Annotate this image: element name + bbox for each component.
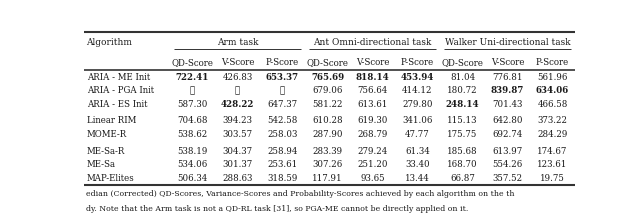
Text: 581.22: 581.22 bbox=[312, 100, 342, 109]
Text: 561.96: 561.96 bbox=[538, 73, 568, 82]
Text: 301.37: 301.37 bbox=[222, 160, 253, 169]
Text: 466.58: 466.58 bbox=[538, 100, 568, 109]
Text: 268.79: 268.79 bbox=[357, 130, 388, 139]
Text: 506.34: 506.34 bbox=[177, 174, 207, 183]
Text: 453.94: 453.94 bbox=[401, 73, 434, 82]
Text: 679.06: 679.06 bbox=[312, 86, 342, 95]
Text: 66.87: 66.87 bbox=[450, 174, 475, 183]
Text: 619.30: 619.30 bbox=[357, 116, 388, 125]
Text: 756.64: 756.64 bbox=[357, 86, 388, 95]
Text: 251.20: 251.20 bbox=[357, 160, 388, 169]
Text: 304.37: 304.37 bbox=[222, 147, 253, 156]
Text: 284.29: 284.29 bbox=[538, 130, 568, 139]
Text: 287.90: 287.90 bbox=[312, 130, 342, 139]
Text: 283.39: 283.39 bbox=[312, 147, 342, 156]
Text: 258.94: 258.94 bbox=[268, 147, 298, 156]
Text: 115.13: 115.13 bbox=[447, 116, 477, 125]
Text: Ant Omni-directional task: Ant Omni-directional task bbox=[313, 38, 431, 48]
Text: 642.80: 642.80 bbox=[492, 116, 523, 125]
Text: 613.97: 613.97 bbox=[492, 147, 523, 156]
Text: ✗: ✗ bbox=[190, 86, 195, 95]
Text: 818.14: 818.14 bbox=[356, 73, 389, 82]
Text: 554.26: 554.26 bbox=[492, 160, 523, 169]
Text: 279.80: 279.80 bbox=[402, 100, 433, 109]
Text: 123.61: 123.61 bbox=[538, 160, 568, 169]
Text: 175.75: 175.75 bbox=[447, 130, 477, 139]
Text: 373.22: 373.22 bbox=[538, 116, 568, 125]
Text: 303.57: 303.57 bbox=[222, 130, 253, 139]
Text: 258.03: 258.03 bbox=[268, 130, 298, 139]
Text: 288.63: 288.63 bbox=[222, 174, 253, 183]
Text: P-Score: P-Score bbox=[266, 58, 299, 67]
Text: Linear RIM: Linear RIM bbox=[87, 116, 136, 125]
Text: ME-Sa: ME-Sa bbox=[87, 160, 116, 169]
Text: dy. Note that the Arm task is not a QD-RL task [31], so PGA-ME cannot be directl: dy. Note that the Arm task is not a QD-R… bbox=[86, 205, 468, 213]
Text: 426.83: 426.83 bbox=[222, 73, 253, 82]
Text: 776.81: 776.81 bbox=[492, 73, 523, 82]
Text: 428.22: 428.22 bbox=[221, 100, 254, 109]
Text: 701.43: 701.43 bbox=[492, 100, 523, 109]
Text: 414.12: 414.12 bbox=[402, 86, 433, 95]
Text: 613.61: 613.61 bbox=[357, 100, 388, 109]
Text: ✗: ✗ bbox=[235, 86, 240, 95]
Text: Algorithm: Algorithm bbox=[86, 38, 132, 48]
Text: P-Score: P-Score bbox=[401, 58, 434, 67]
Text: 168.70: 168.70 bbox=[447, 160, 478, 169]
Text: ARIA - ME Init: ARIA - ME Init bbox=[87, 73, 150, 82]
Text: 185.68: 185.68 bbox=[447, 147, 478, 156]
Text: 81.04: 81.04 bbox=[450, 73, 475, 82]
Text: ME-Sa-R: ME-Sa-R bbox=[87, 147, 125, 156]
Text: 13.44: 13.44 bbox=[405, 174, 430, 183]
Text: 253.61: 253.61 bbox=[268, 160, 298, 169]
Text: Walker Uni-directional task: Walker Uni-directional task bbox=[445, 38, 570, 48]
Text: 653.37: 653.37 bbox=[266, 73, 299, 82]
Text: 647.37: 647.37 bbox=[268, 100, 298, 109]
Text: 318.59: 318.59 bbox=[268, 174, 298, 183]
Text: ARIA - ES Init: ARIA - ES Init bbox=[87, 100, 147, 109]
Text: 279.24: 279.24 bbox=[357, 147, 388, 156]
Text: edian (Corrected) QD-Scores, Variance-Scores and Probability-Scores achieved by : edian (Corrected) QD-Scores, Variance-Sc… bbox=[86, 191, 515, 199]
Text: 534.06: 534.06 bbox=[177, 160, 207, 169]
Text: 692.74: 692.74 bbox=[492, 130, 523, 139]
Text: 93.65: 93.65 bbox=[360, 174, 385, 183]
Text: V-Score: V-Score bbox=[356, 58, 389, 67]
Text: 704.68: 704.68 bbox=[177, 116, 207, 125]
Text: 47.77: 47.77 bbox=[405, 130, 430, 139]
Text: P-Score: P-Score bbox=[536, 58, 569, 67]
Text: 765.69: 765.69 bbox=[311, 73, 344, 82]
Text: V-Score: V-Score bbox=[221, 58, 254, 67]
Text: 33.40: 33.40 bbox=[405, 160, 430, 169]
Text: 610.28: 610.28 bbox=[312, 116, 343, 125]
Text: 839.87: 839.87 bbox=[491, 86, 524, 95]
Text: 542.58: 542.58 bbox=[268, 116, 298, 125]
Text: 587.30: 587.30 bbox=[177, 100, 207, 109]
Text: 394.23: 394.23 bbox=[223, 116, 252, 125]
Text: 248.14: 248.14 bbox=[445, 100, 479, 109]
Text: 117.91: 117.91 bbox=[312, 174, 343, 183]
Text: 174.67: 174.67 bbox=[538, 147, 568, 156]
Text: 538.62: 538.62 bbox=[177, 130, 207, 139]
Text: 341.06: 341.06 bbox=[403, 116, 433, 125]
Text: 19.75: 19.75 bbox=[540, 174, 565, 183]
Text: MOME-R: MOME-R bbox=[87, 130, 127, 139]
Text: ✗: ✗ bbox=[280, 86, 285, 95]
Text: 61.34: 61.34 bbox=[405, 147, 430, 156]
Text: 634.06: 634.06 bbox=[536, 86, 569, 95]
Text: QD-Score: QD-Score bbox=[442, 58, 483, 67]
Text: ARIA - PGA Init: ARIA - PGA Init bbox=[87, 86, 154, 95]
Text: QD-Score: QD-Score bbox=[307, 58, 348, 67]
Text: 180.72: 180.72 bbox=[447, 86, 478, 95]
Text: 307.26: 307.26 bbox=[312, 160, 342, 169]
Text: V-Score: V-Score bbox=[491, 58, 524, 67]
Text: QD-Score: QD-Score bbox=[172, 58, 213, 67]
Text: Arm task: Arm task bbox=[217, 38, 258, 48]
Text: MAP-Elites: MAP-Elites bbox=[87, 174, 134, 183]
Text: 357.52: 357.52 bbox=[492, 174, 522, 183]
Text: 538.19: 538.19 bbox=[177, 147, 207, 156]
Text: 722.41: 722.41 bbox=[176, 73, 209, 82]
